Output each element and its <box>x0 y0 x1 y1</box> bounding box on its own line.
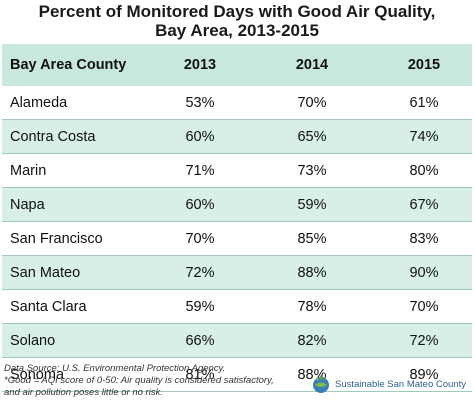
percent-cell: 80% <box>409 162 439 179</box>
percent-cell: 82% <box>297 332 327 349</box>
percent-cell: 65% <box>297 128 327 145</box>
percent-cell: 53% <box>185 94 215 111</box>
percent-cell: 85% <box>297 230 327 247</box>
county-name-cell: San Mateo <box>10 264 81 281</box>
percent-cell: 70% <box>297 94 327 111</box>
county-name-cell: San Francisco <box>10 230 103 247</box>
column-header: 2015 <box>407 57 441 73</box>
percent-cell: 81% <box>185 366 215 383</box>
percent-cell: 66% <box>185 332 215 349</box>
percent-cell: 60% <box>185 196 215 213</box>
footnotes: Data Source: U.S. Environmental Protecti… <box>4 363 304 399</box>
percent-cell: 72% <box>409 332 439 349</box>
air-quality-table: Bay Area County 2013 2014 2015 Alameda 53… <box>2 44 472 392</box>
table-row: Marin 71% 73% 80% <box>2 153 472 188</box>
table-body: Alameda 53% 70% 61% Contra Costa 60% 65% 74% Mar… <box>2 86 472 392</box>
column-header: 2014 <box>295 57 329 73</box>
column-header: 2013 <box>183 57 217 73</box>
percent-cell: 70% <box>409 298 439 315</box>
county-name-cell: Napa <box>10 196 45 213</box>
chart-title: Percent of Monitored Days with Good Air … <box>0 2 474 40</box>
county-name-cell: Marin <box>10 162 47 179</box>
table-row: Alameda 53% 70% 61% <box>2 86 472 120</box>
table-row: Napa 60% 59% 67% <box>2 187 472 222</box>
percent-cell: 61% <box>409 94 439 111</box>
percent-cell: 71% <box>185 162 215 179</box>
table-row: San Francisco 70% 85% 83% <box>2 221 472 256</box>
percent-cell: 83% <box>409 230 439 247</box>
county-name-cell: Sonoma <box>10 366 65 383</box>
data-source-note: Data Source: U.S. Environmental Protecti… <box>4 363 226 374</box>
good-definition-note-cont: and air pollution poses little or no ris… <box>4 387 163 398</box>
table-row: San Mateo 72% 88% 90% <box>2 255 472 290</box>
percent-cell: 72% <box>185 264 215 281</box>
percent-cell: 88% <box>297 264 327 281</box>
title-line-2: Bay Area, 2013-2015 <box>155 21 319 40</box>
county-name-cell: Solano <box>10 332 56 349</box>
table-row: Contra Costa 60% 65% 74% <box>2 119 472 154</box>
table-row: Solano 66% 82% 72% <box>2 323 472 358</box>
logo-text: Sustainable San Mateo County <box>335 378 466 390</box>
table-header-row: Bay Area County 2013 2014 2015 <box>2 44 472 86</box>
percent-cell: 67% <box>409 196 439 213</box>
table-row: Santa Clara 59% 78% 70% <box>2 289 472 324</box>
percent-cell: 73% <box>297 162 327 179</box>
percent-cell: 60% <box>185 128 215 145</box>
globe-leaf-icon <box>313 375 329 393</box>
good-definition-note: *Good = AQI score of 0-50: Air quality i… <box>4 375 274 386</box>
percent-cell: 89% <box>409 366 439 383</box>
percent-cell: 59% <box>185 298 215 315</box>
percent-cell: 74% <box>409 128 439 145</box>
table-row: Sonoma 81% 88% 89% <box>2 357 472 392</box>
percent-cell: 78% <box>297 298 327 315</box>
percent-cell: 70% <box>185 230 215 247</box>
column-header: Bay Area County <box>10 57 127 73</box>
county-name-cell: Santa Clara <box>10 298 87 315</box>
organization-logo: Sustainable San Mateo County <box>310 372 466 396</box>
percent-cell: 59% <box>297 196 327 213</box>
county-name-cell: Alameda <box>10 94 68 111</box>
percent-cell: 90% <box>409 264 439 281</box>
title-line-1: Percent of Monitored Days with Good Air … <box>38 2 436 21</box>
county-name-cell: Contra Costa <box>10 128 96 145</box>
